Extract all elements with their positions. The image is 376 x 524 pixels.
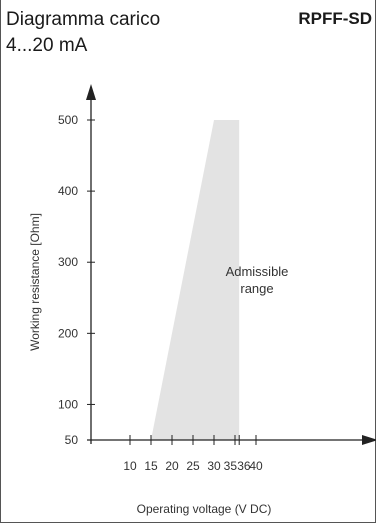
x-tick-label-36: 36 [237,459,251,473]
x-axis-arrow [362,435,376,445]
x-tick-label-15: 15 [144,459,158,473]
y-tick-label-500: 500 [58,113,78,127]
x-tick-label-25: 25 [186,459,200,473]
admissible-range-area [151,120,240,440]
region-label-line1: Admissible [226,264,289,279]
x-axis-label: Operating voltage (V DC) [137,502,272,516]
y-axis-label: Working resistance [Ohm] [28,213,42,351]
y-tick-label-50: 50 [65,433,79,447]
x-tick-label-10: 10 [123,459,137,473]
x-tick-label-35: 35 [224,459,238,473]
x-tick-label-40: 40 [249,459,263,473]
chart-subtitle: 4...20 mA [6,35,88,56]
y-axis-arrow [86,84,96,100]
y-tick-label-100: 100 [58,397,78,411]
region-label-line2: range [240,281,273,296]
y-tick-label-200: 200 [58,326,78,340]
y-tick-label-300: 300 [58,255,78,269]
product-code: RPFF-SD [298,9,372,28]
x-tick-label-30: 30 [207,459,221,473]
x-tick-label-20: 20 [165,459,179,473]
y-tick-label-400: 400 [58,184,78,198]
chart-title: Diagramma carico [6,9,161,30]
